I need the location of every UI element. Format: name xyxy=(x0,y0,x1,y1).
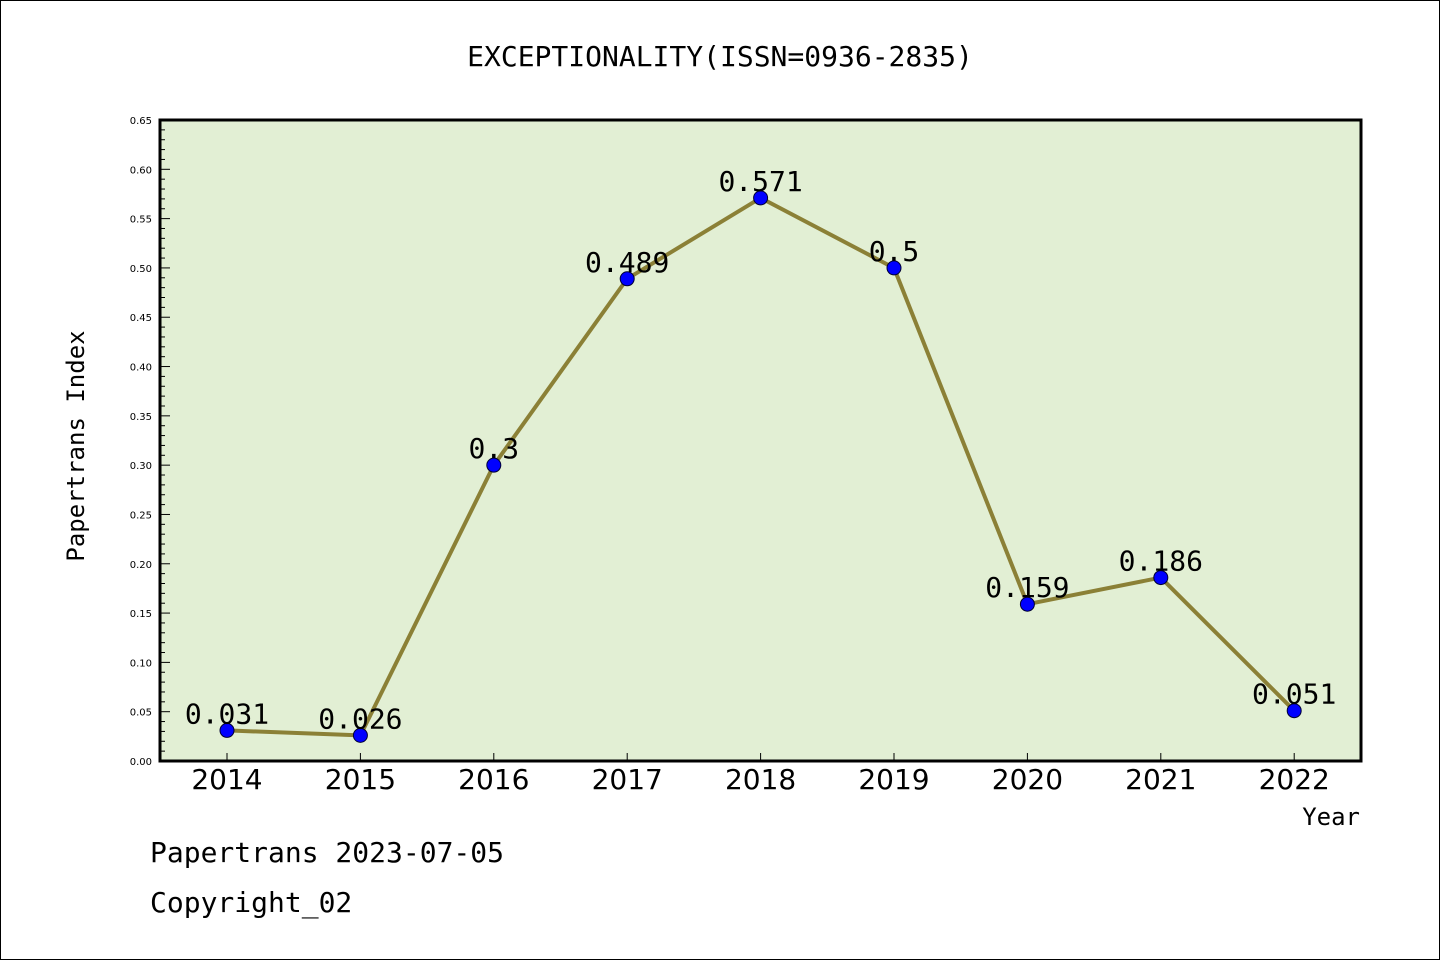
x-tick-label: 2018 xyxy=(725,763,796,796)
data-point xyxy=(219,722,235,738)
data-point xyxy=(352,727,368,743)
y-axis: 0.00 0.05 0.10 0.15 0.20 0.25 0.30 0.35 0.40 0.45… xyxy=(130,116,170,768)
y-tick-label: 0.65 xyxy=(130,116,152,127)
data-point xyxy=(1153,570,1169,586)
y-tick-label: 0.15 xyxy=(130,609,152,620)
data-label: 0.571 xyxy=(718,165,802,198)
data-label: 0.489 xyxy=(585,246,669,279)
chart-title: EXCEPTIONALITY(ISSN=0936-2835) xyxy=(467,40,973,73)
data-point xyxy=(753,190,769,206)
data-markers xyxy=(219,190,1302,743)
x-axis: 2014 2015 2016 2017 2018 2019 2020 2021 2022 xyxy=(191,753,1330,796)
data-point xyxy=(1019,596,1035,612)
x-tick-label: 2016 xyxy=(458,763,529,796)
footer-date: Papertrans 2023-07-05 xyxy=(150,836,505,869)
data-point xyxy=(619,271,635,287)
x-tick-label: 2022 xyxy=(1259,763,1330,796)
data-label: 0.159 xyxy=(985,571,1069,604)
data-label: 0.026 xyxy=(318,702,402,735)
y-tick-label: 0.40 xyxy=(130,363,152,374)
data-labels: 0.031 0.026 0.3 0.489 0.571 0.5 0.159 0.186 0.05… xyxy=(185,165,1336,735)
x-tick-label: 2021 xyxy=(1125,763,1196,796)
y-tick-label: 0.10 xyxy=(130,658,152,669)
x-tick-label: 2017 xyxy=(592,763,663,796)
data-label: 0.051 xyxy=(1252,678,1336,711)
data-label: 0.186 xyxy=(1119,545,1203,578)
y-tick-label: 0.50 xyxy=(130,264,152,275)
plot-area xyxy=(158,118,1363,763)
y-tick-label: 0.30 xyxy=(130,461,152,472)
x-axis-label: Year xyxy=(1302,803,1360,831)
y-tick-label: 0.60 xyxy=(130,165,152,176)
y-tick-label: 0.25 xyxy=(130,510,152,521)
y-tick-label: 0.35 xyxy=(130,412,152,423)
data-label: 0.3 xyxy=(469,432,520,465)
data-label: 0.031 xyxy=(185,697,269,730)
x-tick-label: 2019 xyxy=(858,763,929,796)
y-tick-label: 0.20 xyxy=(130,560,152,571)
y-tick-label: 0.05 xyxy=(130,708,152,719)
y-axis-label: Papertrans Index xyxy=(62,330,90,561)
y-tick-label: 0.00 xyxy=(130,757,152,768)
y-tick-label: 0.55 xyxy=(130,215,152,226)
x-tick-label: 2020 xyxy=(992,763,1063,796)
x-tick-label: 2015 xyxy=(325,763,396,796)
footer-copyright: Copyright_02 xyxy=(150,886,353,919)
y-tick-label: 0.45 xyxy=(130,313,152,324)
data-label: 0.5 xyxy=(869,235,920,268)
data-point xyxy=(1286,703,1302,719)
x-tick-label: 2014 xyxy=(191,763,262,796)
data-point xyxy=(486,457,502,473)
data-point xyxy=(886,260,902,276)
